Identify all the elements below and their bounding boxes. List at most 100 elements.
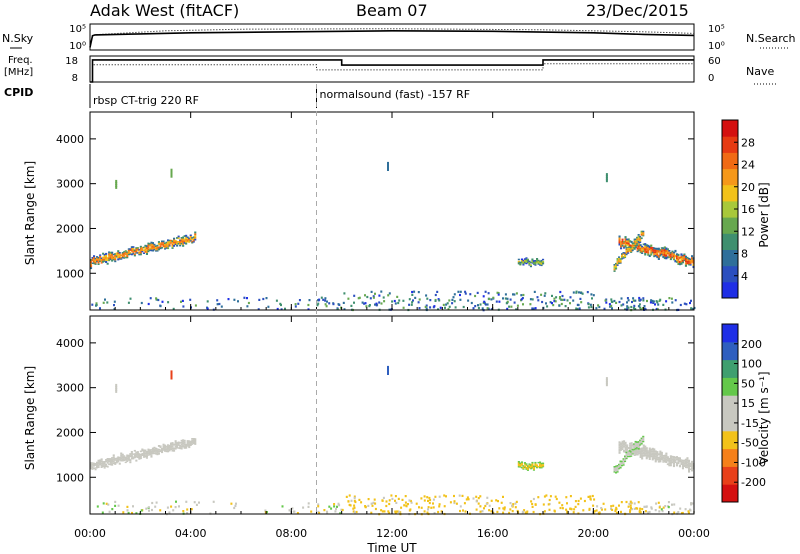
heatmap-cell [150, 452, 153, 455]
colorbar-swatch [722, 413, 738, 432]
heatmap-cell [180, 441, 183, 444]
heatmap-cell [91, 462, 94, 464]
heatmap-cell [634, 241, 637, 244]
heatmap-cell [173, 243, 176, 245]
heatmap-cell [267, 305, 270, 308]
heatmap-cell [650, 450, 653, 453]
heatmap-cell [574, 500, 577, 503]
heatmap-cell [151, 508, 153, 512]
heatmap-cell [598, 305, 601, 309]
heatmap-cell [657, 458, 660, 461]
heatmap-cell [525, 260, 528, 262]
heatmap-cell [651, 450, 654, 453]
heatmap-cell [179, 444, 182, 447]
heatmap-cell [623, 245, 626, 248]
heatmap-cell [150, 450, 153, 453]
heatmap-cell [167, 445, 170, 448]
heatmap-cell [388, 499, 391, 502]
heatmap-cell [517, 262, 520, 265]
heatmap-cell [523, 260, 526, 262]
heatmap-cell [130, 457, 133, 460]
heatmap-cell [648, 245, 651, 248]
heatmap-cell [619, 463, 622, 466]
heatmap-cell [100, 464, 103, 467]
heatmap-cell [108, 459, 111, 461]
heatmap-cell [394, 495, 397, 498]
heatmap-cell [108, 463, 111, 465]
heatmap-cell [656, 249, 659, 252]
heatmap-cell [381, 499, 384, 502]
heatmap-cell [155, 501, 158, 504]
heatmap-cell [542, 465, 545, 467]
heatmap-cell [135, 252, 138, 254]
heatmap-cell [361, 301, 364, 304]
heatmap-cell [686, 260, 689, 263]
heatmap-cell [348, 503, 351, 506]
heatmap-cell [531, 258, 534, 260]
heatmap-cell [640, 437, 643, 440]
heatmap-cell [451, 302, 454, 305]
heatmap-cell [545, 302, 547, 305]
heatmap-cell [276, 307, 279, 311]
heatmap-cell [680, 459, 683, 461]
heatmap-cell [657, 250, 660, 253]
heatmap-cell [540, 259, 543, 262]
heatmap-cell [672, 251, 675, 254]
heatmap-cell [616, 258, 619, 260]
heatmap-cell [615, 467, 618, 469]
heatmap-cell [111, 253, 114, 256]
heatmap-cell [622, 253, 625, 255]
heatmap-cell [352, 507, 355, 510]
heatmap-cell [413, 290, 416, 293]
heatmap-cell [532, 465, 535, 467]
heatmap-cell [654, 450, 657, 453]
heatmap-cell [109, 458, 112, 460]
heatmap-cell [633, 246, 636, 249]
heatmap-cell [629, 442, 632, 445]
heatmap-cell [669, 258, 672, 261]
heatmap-cell [246, 297, 248, 300]
heatmap-cell [144, 244, 147, 247]
heatmap-cell [154, 247, 157, 250]
heatmap-cell [136, 452, 139, 454]
heatmap-cell [164, 244, 167, 246]
heatmap-cell [91, 463, 94, 466]
heatmap-cell [623, 440, 626, 443]
heatmap-cell [165, 241, 168, 244]
heatmap-cell [615, 266, 618, 269]
heatmap-cell [367, 498, 370, 501]
heatmap-cell [103, 467, 106, 469]
heatmap-cell [662, 249, 665, 252]
heatmap-cell [464, 510, 467, 513]
heatmap-cell [657, 247, 660, 251]
heatmap-cell [100, 259, 103, 261]
heatmap-cell [161, 447, 164, 450]
heatmap-cell [185, 236, 188, 239]
heatmap-cell [532, 261, 535, 264]
velocity-frame-bg [90, 316, 694, 514]
heatmap-cell [542, 503, 545, 506]
heatmap-cell [688, 257, 691, 260]
heatmap-cell [407, 503, 409, 506]
heatmap-cell [625, 451, 628, 454]
heatmap-cell [621, 258, 624, 260]
heatmap-cell [111, 460, 114, 463]
heatmap-cell [668, 253, 671, 255]
heatmap-cell [691, 469, 694, 472]
heatmap-cell [173, 239, 176, 242]
heatmap-cell [112, 258, 115, 261]
heatmap-cell [624, 456, 627, 459]
heatmap-cell [121, 458, 124, 460]
heatmap-cell [328, 505, 331, 508]
heatmap-cell [378, 294, 381, 297]
heatmap-cell [671, 250, 674, 253]
heatmap-cell [520, 261, 523, 263]
heatmap-cell [186, 440, 189, 442]
heatmap-cell [109, 463, 112, 466]
heatmap-cell [511, 504, 513, 507]
heatmap-cell [157, 298, 160, 302]
heatmap-cell [526, 469, 529, 471]
heatmap-cell [688, 464, 691, 468]
heatmap-cell [655, 300, 658, 303]
heatmap-cell [523, 262, 526, 264]
